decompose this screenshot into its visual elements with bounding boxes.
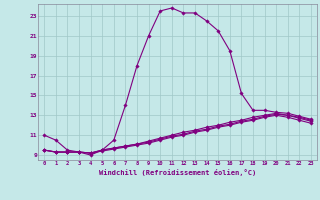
X-axis label: Windchill (Refroidissement éolien,°C): Windchill (Refroidissement éolien,°C) [99,169,256,176]
